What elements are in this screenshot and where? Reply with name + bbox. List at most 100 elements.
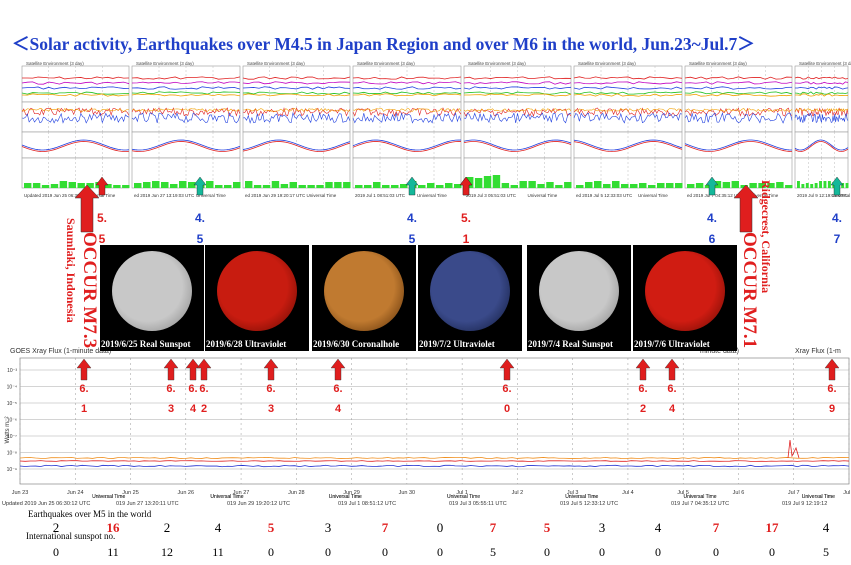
sunspot-count: 0 — [437, 545, 443, 559]
xray-x-tick: Jun 27 — [233, 490, 250, 496]
kp-bar — [253, 185, 262, 188]
japan-quake-magnitude: 4. — [195, 211, 205, 225]
world-quake-arrow — [163, 358, 179, 381]
kp-bar — [50, 184, 59, 188]
xray-x-tick: Jun 29 — [343, 490, 360, 496]
quake-arrow-up — [459, 176, 473, 196]
photo-caption: 2019/6/28 Ultraviolet — [206, 339, 287, 349]
xray-x-tick: Jul 6 — [733, 490, 745, 496]
panel-footer-time: ed 2019 Jun 29 19:20:17 UTC — [245, 193, 306, 198]
panel-title: Satellite Environment (3 day) — [799, 61, 851, 66]
kp-bar — [805, 183, 809, 188]
quake-count: 4 — [214, 520, 222, 535]
xray-x-tick: Jun 28 — [288, 490, 305, 496]
kp-bar — [104, 184, 112, 188]
panel-footer-time: 2019 Jul 1 08:51:03 UTC — [355, 193, 406, 198]
sun-disc — [217, 251, 297, 331]
flux-line — [463, 93, 572, 97]
xray-y-tick: 10⁻⁷ — [7, 434, 17, 440]
kp-bar — [785, 185, 793, 188]
kp-bar — [262, 185, 271, 188]
kp-bar — [845, 183, 849, 188]
flux-line — [21, 91, 130, 95]
quake-arrow-up — [95, 176, 109, 196]
world-quake-decimal: 3 — [168, 403, 174, 415]
sunspot-count: 12 — [161, 545, 173, 559]
panel-footer-axis: Universal Time — [749, 193, 779, 198]
magnetometer-line — [684, 112, 793, 124]
flux-line — [131, 86, 241, 90]
kp-bar — [823, 181, 827, 188]
kp-bar — [501, 183, 510, 188]
japan-quake-magnitude: 5. — [97, 211, 107, 225]
xray-x-tick: Jul 1 — [456, 490, 468, 496]
panel-title: Satellite Environment (3 day) — [26, 61, 84, 66]
world-quake-arrow — [263, 358, 279, 381]
panel-footer-time: 2019 Jul 9 12:19:03 UTC — [797, 193, 848, 198]
flux-line — [131, 76, 241, 80]
kp-bar — [687, 184, 695, 188]
panel-footer-axis: Universal Time — [638, 193, 668, 198]
panel-footer-axis: Universal Time — [196, 193, 226, 198]
magnetometer-line — [21, 112, 130, 124]
xray-xlabel: Universal Time — [210, 494, 243, 500]
kp-bar — [695, 183, 704, 188]
panel-footer-axis: Universal Time — [832, 193, 851, 198]
world-quake-magnitude: 6. — [667, 383, 676, 395]
sunspot-count: 11 — [212, 545, 224, 559]
panel-footer-time: 2019 Jul 3 05:51:03 UTC — [466, 193, 517, 198]
flux-line — [684, 93, 793, 97]
flux-line — [463, 76, 572, 80]
xray-footer-time: 019 Jul 5 12:33:12 UTC — [560, 501, 618, 507]
xray-xlabel: Universal Time — [565, 494, 598, 500]
solar-photo-3: 2019/6/30 Coronalhole — [312, 245, 416, 351]
wave-line — [684, 141, 793, 152]
kp-bar — [188, 182, 196, 188]
flux-line — [131, 81, 241, 84]
kp-bar — [152, 181, 160, 188]
flux-line — [242, 93, 351, 97]
quake-count: 7 — [489, 520, 497, 535]
xray-flux-line — [19, 464, 850, 468]
magnetometer-line — [131, 112, 241, 124]
wave-line — [21, 139, 130, 151]
quake-count: 0 — [436, 520, 444, 535]
flux-line — [21, 93, 130, 97]
kp-bar — [740, 185, 748, 188]
world-quake-decimal: 2 — [640, 403, 646, 415]
kp-bar — [657, 183, 665, 188]
photo-caption: 2019/7/6 Ultraviolet — [634, 339, 710, 349]
xray-xlabel: Universal Time — [684, 494, 717, 500]
kp-bar — [86, 183, 94, 188]
kp-bar — [776, 182, 784, 188]
magnetometer-line — [242, 112, 351, 124]
xray-xlabel: Universal Time — [329, 494, 362, 500]
world-quake-magnitude: 6. — [266, 383, 275, 395]
kp-bar — [233, 182, 241, 188]
wave-line — [21, 141, 130, 152]
sun-disc — [645, 251, 725, 331]
xray-x-tick: Jul 7 — [788, 490, 800, 496]
xray-xlabel: Universal Time — [329, 494, 362, 500]
quake-row-label: Earthquakes over M5 in the world — [28, 509, 152, 519]
kp-bar — [436, 185, 444, 188]
kp-bar — [576, 185, 584, 188]
magnetometer-line — [794, 107, 849, 117]
flux-line — [242, 81, 351, 85]
quake-count: 16 — [106, 520, 120, 535]
photo-caption: 2019/6/25 Real Sunspot — [101, 339, 191, 349]
xray-y-tick: 10⁻³ — [7, 368, 17, 374]
wave-line — [463, 139, 572, 151]
kp-bar — [307, 185, 315, 188]
kp-bar — [59, 181, 68, 188]
kp-bar — [594, 181, 602, 188]
kp-bar — [666, 183, 674, 188]
xray-footer-time: 019 Jul 9 12:19:12 — [782, 501, 827, 507]
xray-footer-time: 019 Jun 29 19:20:12 UTC — [227, 501, 290, 507]
flux-line — [794, 86, 849, 90]
xray-x-tick: Jul 5 — [677, 490, 689, 496]
sunspot-count: 0 — [325, 545, 331, 559]
wave-line — [573, 139, 683, 151]
xray-y-tick: 10⁻⁹ — [7, 467, 17, 473]
wave-line — [352, 141, 462, 152]
